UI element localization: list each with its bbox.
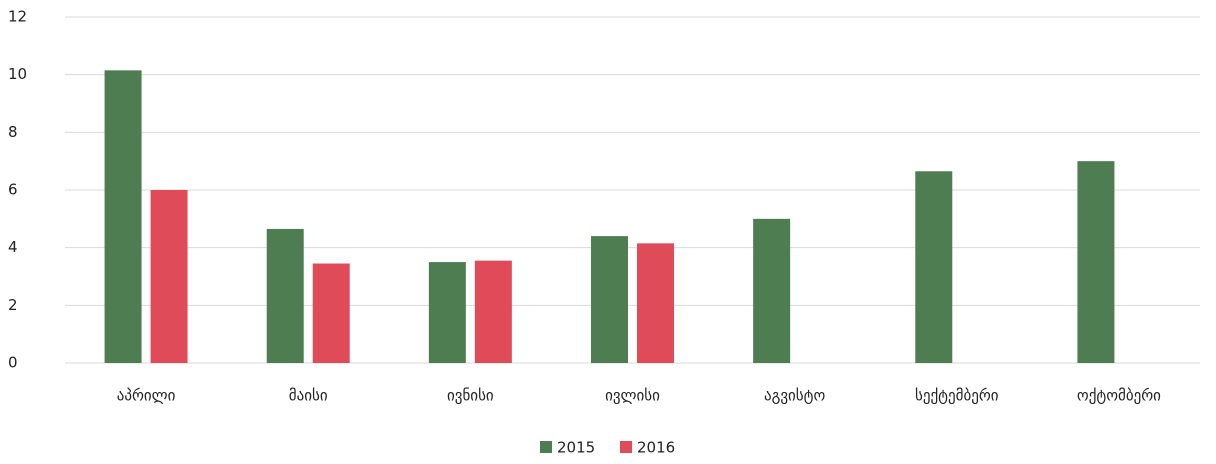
y-tick-label: 6 xyxy=(8,181,18,199)
x-tick-label: მაისი xyxy=(289,387,328,405)
y-tick-label: 8 xyxy=(8,123,18,141)
legend-label: 2016 xyxy=(637,439,675,457)
bar xyxy=(474,260,512,363)
bar xyxy=(753,218,791,363)
y-tick-label: 4 xyxy=(8,238,18,256)
bar xyxy=(428,262,466,363)
y-tick-label: 10 xyxy=(8,65,27,83)
bar xyxy=(1077,161,1115,363)
x-tick-label: სექტემბერი xyxy=(915,387,999,405)
bar xyxy=(312,263,350,363)
x-tick-label: ივლისი xyxy=(605,387,660,405)
legend-swatch xyxy=(540,441,552,453)
bar xyxy=(150,190,188,363)
x-tick-label: აპრილი xyxy=(117,387,176,405)
bar xyxy=(637,243,674,363)
y-tick-label: 12 xyxy=(8,8,27,26)
legend-swatch xyxy=(620,441,632,453)
bar xyxy=(266,228,304,363)
bar xyxy=(104,70,142,363)
y-tick-label: 2 xyxy=(8,296,18,314)
bar xyxy=(591,236,628,363)
legend-label: 2015 xyxy=(557,439,595,457)
x-tick-label: აგვისტო xyxy=(764,387,825,405)
y-tick-label: 0 xyxy=(8,354,18,372)
bar xyxy=(915,171,953,363)
x-tick-label: ივნისი xyxy=(447,387,494,405)
x-tick-label: ოქტომბერი xyxy=(1077,387,1161,405)
